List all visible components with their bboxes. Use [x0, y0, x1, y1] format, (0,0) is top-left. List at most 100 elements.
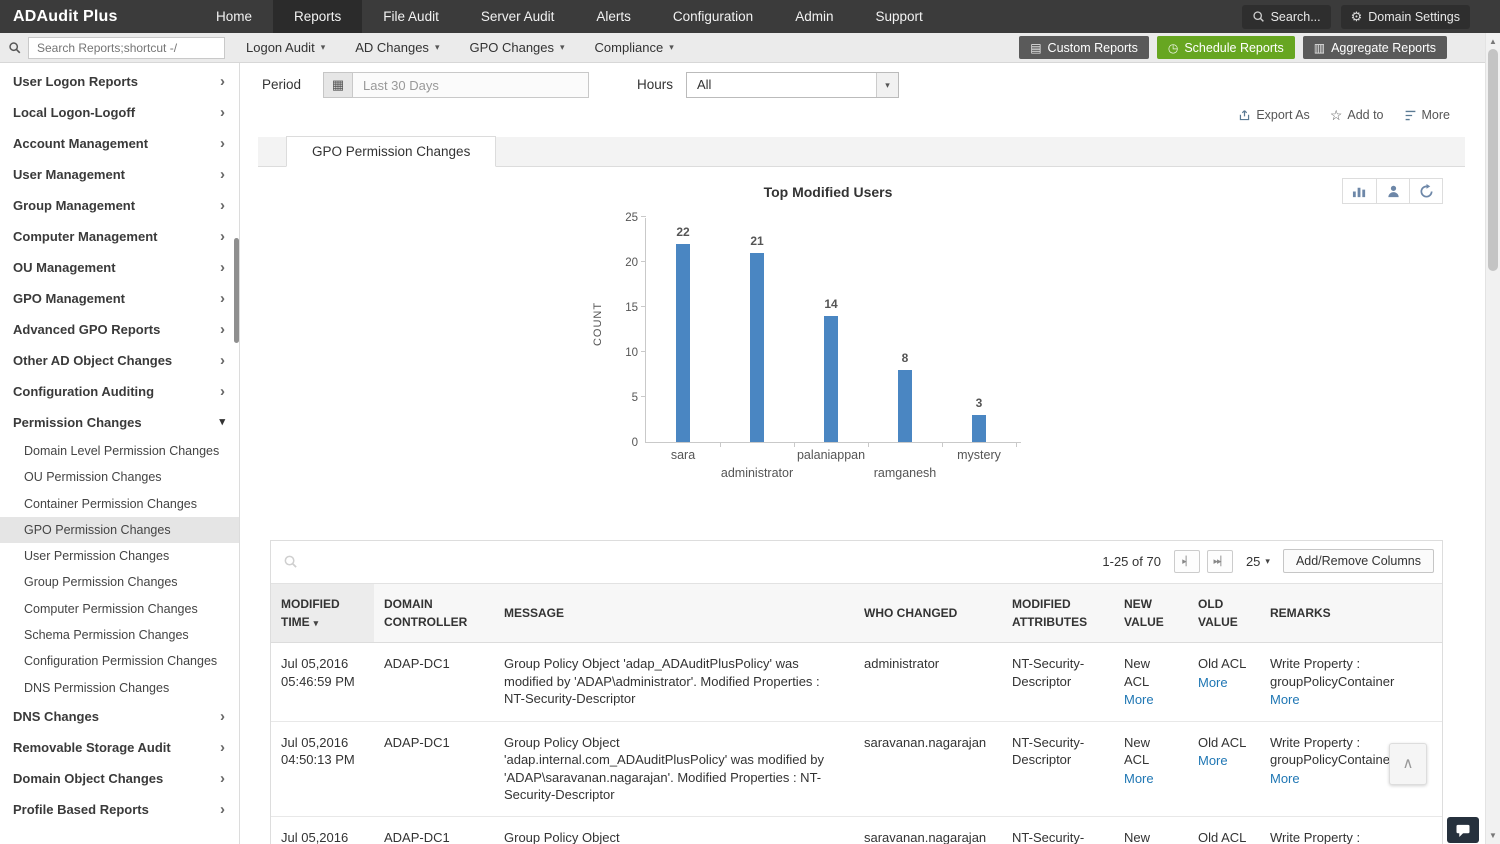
global-search-button[interactable]: Search... — [1242, 5, 1331, 29]
add-to-button[interactable]: ☆ Add to — [1330, 108, 1384, 122]
button-icon: ▤ — [1030, 41, 1041, 55]
remarks-more-link[interactable]: More — [1270, 691, 1300, 709]
report-menu[interactable]: Compliance ▾ — [580, 33, 689, 62]
sidebar-item[interactable]: OU Permission Changes — [0, 464, 239, 490]
feedback-chat-button[interactable] — [1447, 817, 1479, 843]
bar-ramganesh[interactable] — [898, 370, 912, 442]
sidebar-item[interactable]: Permission Changes ▾ — [0, 407, 239, 438]
cell-modified-attributes: NT-Security- — [1002, 816, 1114, 844]
toolbar-button[interactable]: ◷ Schedule Reports — [1157, 36, 1295, 59]
cell-new-value: New — [1114, 816, 1188, 844]
sidebar-item[interactable]: Account Management › — [0, 128, 239, 159]
nav-item[interactable]: Home — [195, 0, 273, 33]
next-page-button[interactable]: ▸▏ — [1174, 550, 1200, 573]
calendar-icon[interactable]: ▦ — [323, 72, 353, 98]
sidebar-item[interactable]: GPO Management › — [0, 283, 239, 314]
old-value-text: Old ACL — [1198, 735, 1246, 750]
scrollbar-up-arrow[interactable]: ▲ — [1486, 37, 1500, 46]
scroll-to-top-button[interactable]: ∧ — [1389, 743, 1427, 785]
chart-type-icon[interactable] — [1343, 179, 1376, 203]
report-menu[interactable]: GPO Changes ▾ — [454, 33, 579, 62]
sidebar-item-label: Domain Level Permission Changes — [24, 444, 219, 458]
bar-palaniappan[interactable] — [824, 316, 838, 442]
cell-domain-controller: ADAP-DC1 — [374, 816, 494, 844]
nav-item[interactable]: File Audit — [362, 0, 460, 33]
nav-item[interactable]: Support — [854, 0, 943, 33]
bar-mystery[interactable] — [972, 415, 986, 442]
sidebar-item[interactable]: User Logon Reports › — [0, 66, 239, 97]
header-modified-time[interactable]: MODIFIED TIME▾ — [271, 584, 374, 643]
add-remove-columns-button[interactable]: Add/Remove Columns — [1283, 549, 1434, 573]
sidebar-item[interactable]: Configuration Permission Changes — [0, 648, 239, 674]
user-view-icon[interactable] — [1376, 179, 1409, 203]
page-size-select[interactable]: 25 ▾ — [1240, 554, 1276, 569]
bar-administrator[interactable] — [750, 253, 764, 442]
refresh-icon[interactable] — [1409, 179, 1442, 203]
sidebar-item[interactable]: Profile Based Reports › — [0, 794, 239, 825]
header-message[interactable]: MESSAGE — [494, 584, 854, 643]
sidebar-item[interactable]: Domain Object Changes › — [0, 763, 239, 794]
sidebar-item[interactable]: Removable Storage Audit › — [0, 732, 239, 763]
nav-item[interactable]: Alerts — [575, 0, 652, 33]
sidebar-item[interactable]: DNS Changes › — [0, 701, 239, 732]
report-search-input[interactable] — [28, 37, 225, 59]
export-as-button[interactable]: Export As — [1238, 108, 1310, 122]
sidebar-item[interactable]: User Permission Changes — [0, 543, 239, 569]
header-remarks[interactable]: REMARKS — [1260, 584, 1442, 643]
header-label: REMARKS — [1270, 606, 1331, 620]
report-menu[interactable]: AD Changes ▾ — [340, 33, 454, 62]
toolbar-button[interactable]: ▤ Custom Reports — [1019, 36, 1149, 59]
sidebar-item[interactable]: Configuration Auditing › — [0, 376, 239, 407]
sidebar-item[interactable]: Group Management › — [0, 190, 239, 221]
sidebar-item[interactable]: Local Logon-Logoff › — [0, 97, 239, 128]
bar-sara[interactable] — [676, 244, 690, 442]
sidebar-item[interactable]: Advanced GPO Reports › — [0, 314, 239, 345]
new-value-more-link[interactable]: More — [1124, 770, 1154, 788]
sidebar-item[interactable]: Computer Permission Changes — [0, 596, 239, 622]
hours-selected-value: All — [697, 77, 711, 92]
header-domain-controller[interactable]: DOMAIN CONTROLLER — [374, 584, 494, 643]
sidebar-item[interactable]: Group Permission Changes — [0, 569, 239, 595]
nav-item[interactable]: Configuration — [652, 0, 774, 33]
sidebar-item[interactable]: OU Management › — [0, 252, 239, 283]
old-value-more-link[interactable]: More — [1198, 674, 1228, 692]
more-button[interactable]: More — [1404, 108, 1450, 122]
remarks-more-link[interactable]: More — [1270, 770, 1300, 788]
old-value-more-link[interactable]: More — [1198, 752, 1228, 770]
domain-settings-button[interactable]: ⚙ Domain Settings — [1341, 5, 1470, 29]
new-value-more-link[interactable]: More — [1124, 691, 1154, 709]
hours-select[interactable]: All ▾ — [686, 72, 899, 98]
toolbar-button[interactable]: ▥ Aggregate Reports — [1303, 36, 1447, 59]
chevron-icon: › — [220, 66, 225, 97]
header-new-value[interactable]: NEW VALUE — [1114, 584, 1188, 643]
sidebar-item-label: Computer Permission Changes — [24, 602, 198, 616]
sidebar-item-label: DNS Permission Changes — [24, 681, 169, 695]
scrollbar-down-arrow[interactable]: ▼ — [1486, 831, 1500, 840]
bar-category-label: ramganesh — [874, 466, 937, 480]
sidebar-item[interactable]: Container Permission Changes — [0, 491, 239, 517]
nav-item[interactable]: Server Audit — [460, 0, 576, 33]
table-search-icon[interactable] — [283, 554, 298, 574]
sidebar-item[interactable]: Schema Permission Changes — [0, 622, 239, 648]
last-page-button[interactable]: ▸▸▏ — [1207, 550, 1233, 573]
sidebar-scrollbar-thumb[interactable] — [234, 238, 239, 343]
header-old-value[interactable]: OLD VALUE — [1188, 584, 1260, 643]
sidebar-item[interactable]: Other AD Object Changes › — [0, 345, 239, 376]
tab-gpo-permission-changes[interactable]: GPO Permission Changes — [286, 136, 496, 167]
nav-item[interactable]: Admin — [774, 0, 854, 33]
sidebar-item[interactable]: Domain Level Permission Changes — [0, 438, 239, 464]
sidebar-item[interactable]: DNS Permission Changes — [0, 675, 239, 701]
page-scrollbar[interactable]: ▲ ▼ — [1485, 33, 1500, 844]
period-input[interactable] — [352, 72, 589, 98]
report-menu[interactable]: Logon Audit ▾ — [231, 33, 340, 62]
header-modified-attributes[interactable]: MODIFIED ATTRIBUTES — [1002, 584, 1114, 643]
sidebar-item-label: Local Logon-Logoff — [13, 105, 135, 120]
sidebar-item[interactable]: Computer Management › — [0, 221, 239, 252]
table-pagination: 1-25 of 70 ▸▏ ▸▸▏ 25 ▾ Add/Remove Column… — [1102, 549, 1434, 573]
header-who-changed[interactable]: WHO CHANGED — [854, 584, 1002, 643]
scrollbar-thumb[interactable] — [1488, 49, 1498, 271]
chevron-icon: › — [220, 283, 225, 314]
nav-item[interactable]: Reports — [273, 0, 362, 33]
sidebar-item[interactable]: GPO Permission Changes — [0, 517, 239, 543]
sidebar-item[interactable]: User Management › — [0, 159, 239, 190]
